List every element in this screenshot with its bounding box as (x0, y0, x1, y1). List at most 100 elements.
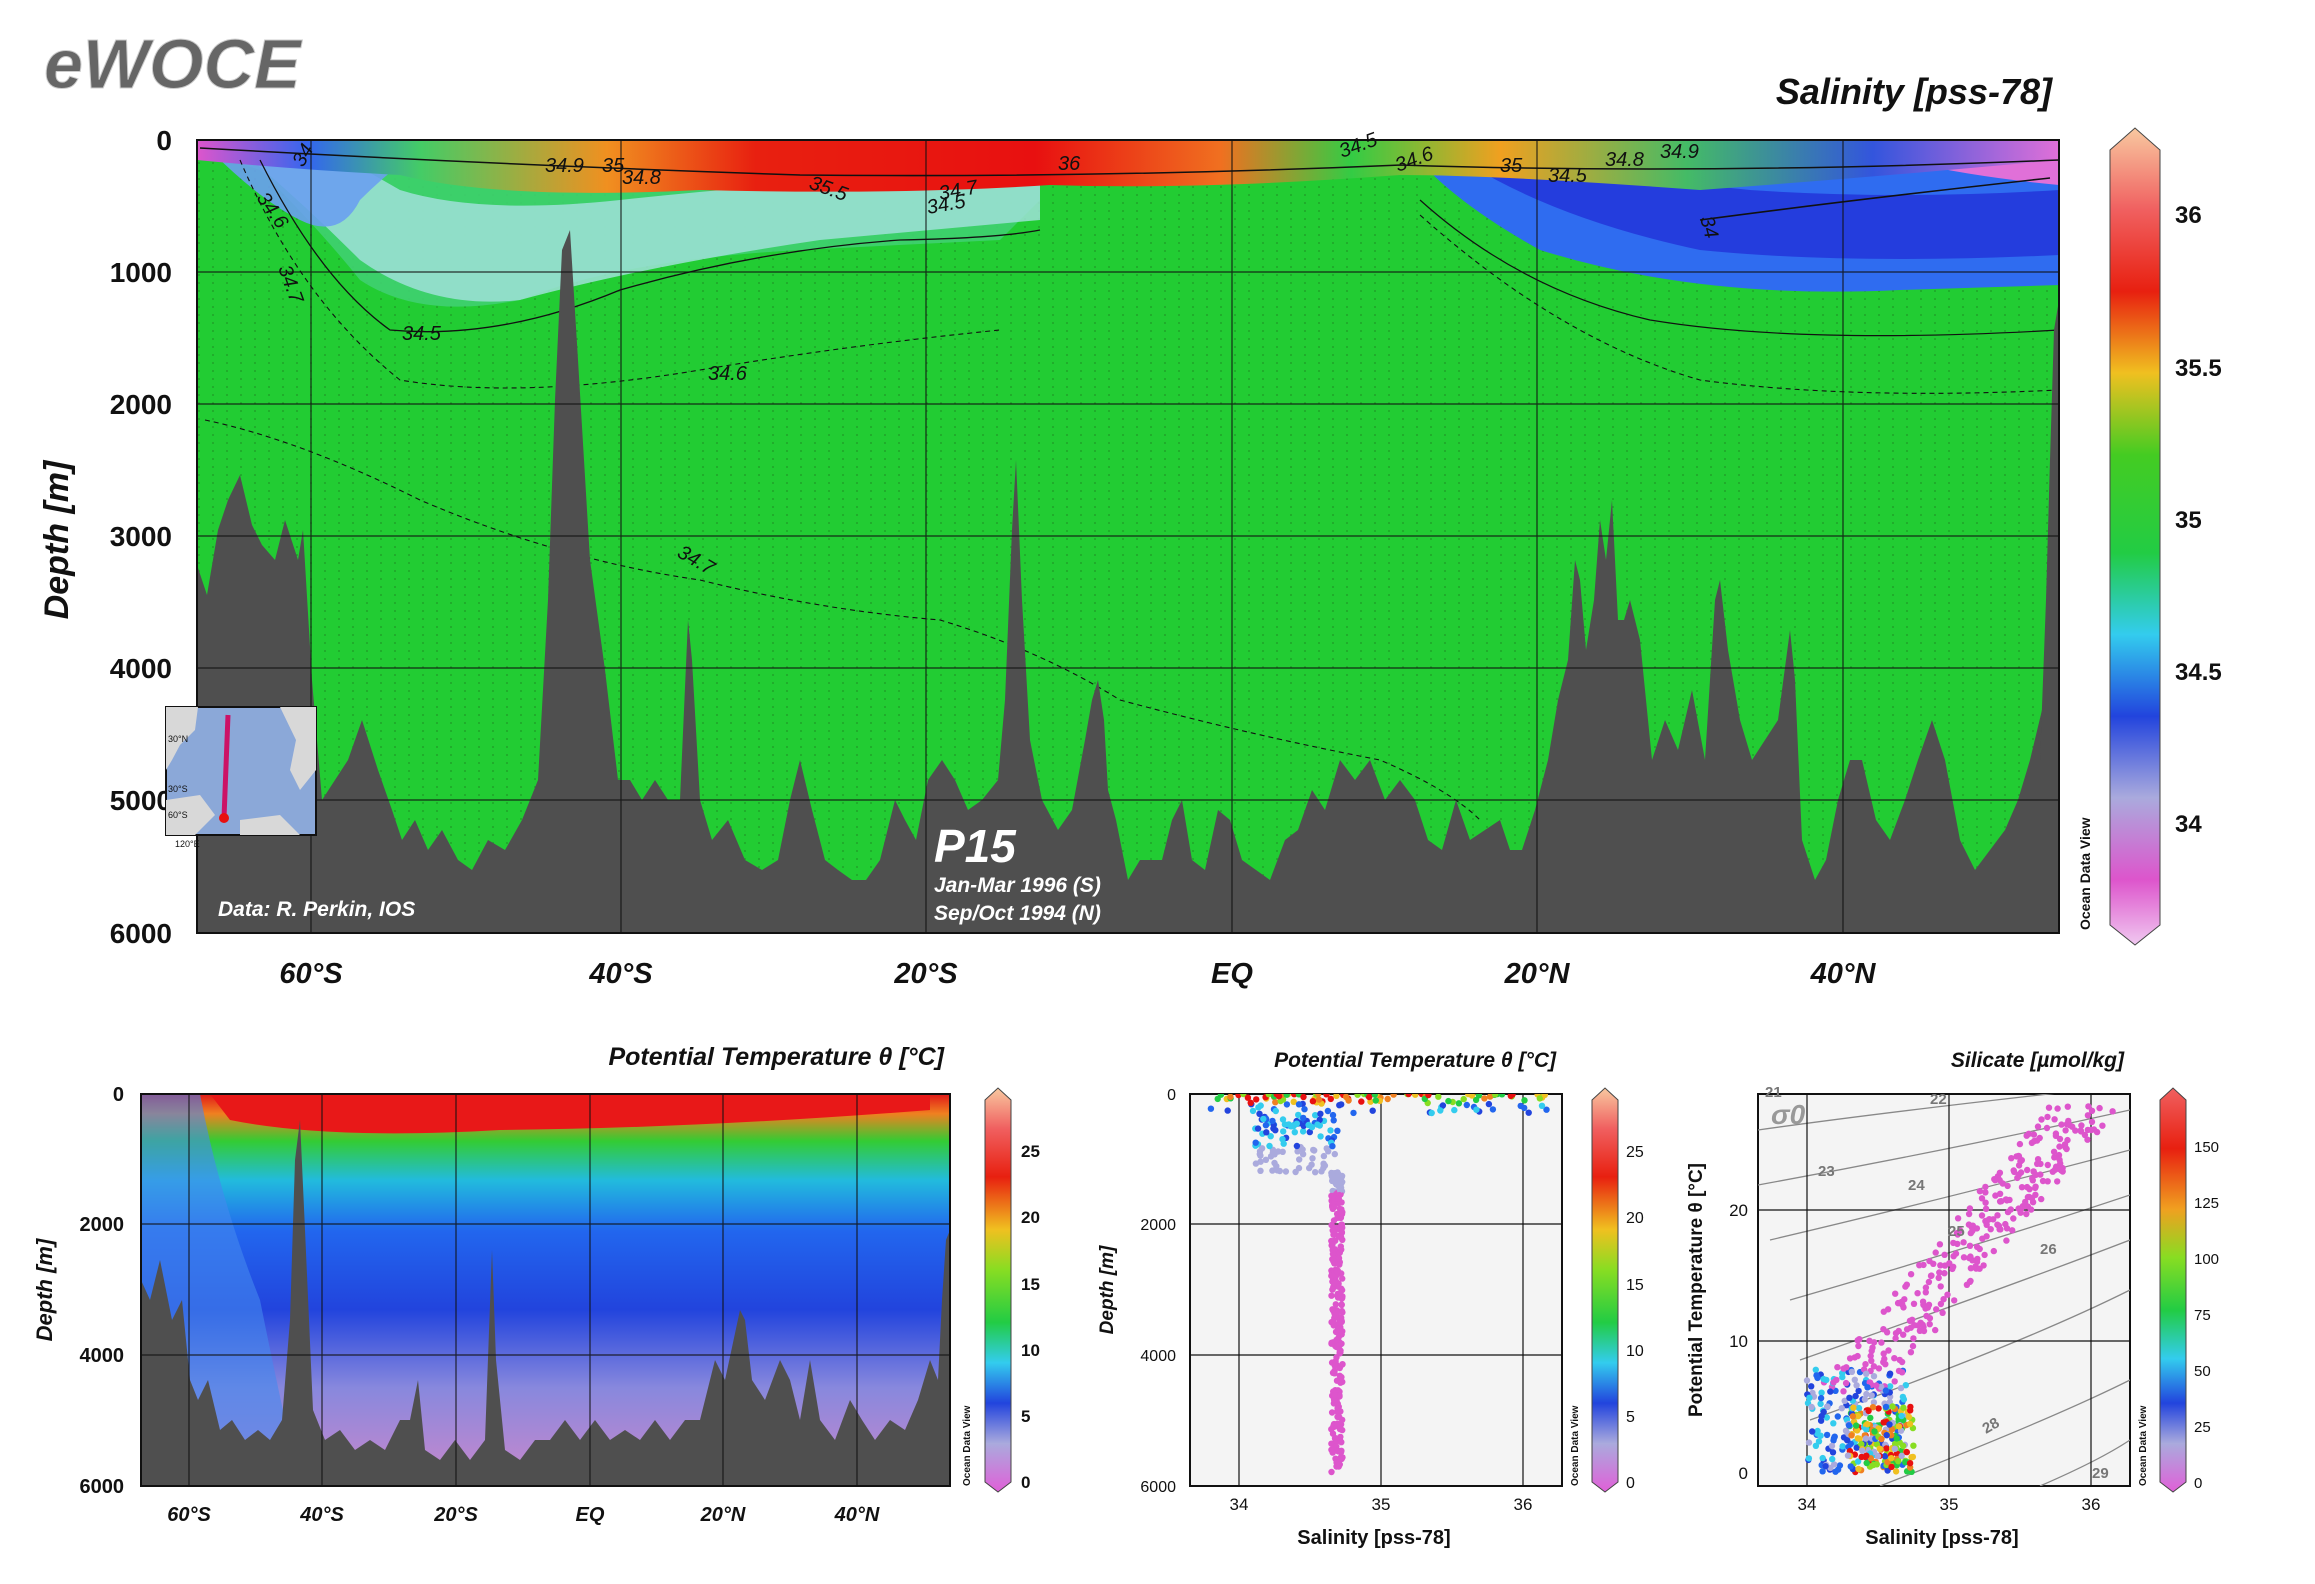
ts-point (2051, 1166, 2059, 1174)
ts-point (2023, 1210, 2030, 1218)
profile-point (1369, 1107, 1376, 1114)
ts-point (2038, 1116, 2045, 1123)
colorbar-tick: 50 (2194, 1363, 2211, 1380)
profile-point (1491, 1094, 1499, 1098)
ts-x-ticks: 34 35 36 (1798, 1495, 2101, 1514)
colorbar-tick: 35.5 (2175, 355, 2222, 382)
ts-point (1853, 1382, 1860, 1389)
ts-point (1941, 1262, 1949, 1269)
colorbar-tick: 34 (2175, 811, 2202, 838)
ts-point (2054, 1105, 2061, 1112)
profile-point (1329, 1318, 1337, 1325)
profile-point (1371, 1094, 1378, 1098)
ts-point (1967, 1277, 1974, 1285)
profile-point (1279, 1136, 1286, 1143)
profile-point (1338, 1373, 1345, 1381)
ts-point (2051, 1154, 2058, 1161)
profile-point (1460, 1095, 1467, 1103)
profile-point (1372, 1097, 1380, 1104)
ts-point (1847, 1463, 1854, 1470)
colorbar-tick: 15 (1626, 1277, 1644, 1294)
inset-label: 120°E (175, 839, 200, 849)
ts-point (1869, 1344, 1876, 1351)
profile-point (1283, 1101, 1291, 1108)
profile-point (1538, 1102, 1546, 1110)
profile-point (1315, 1094, 1322, 1098)
inset-label: 30°S (168, 784, 188, 794)
ts-point (1820, 1375, 1827, 1383)
colorbar-tick: 5 (1021, 1407, 1030, 1426)
contour-label: 34.8 (1605, 149, 1644, 171)
profile-point (1335, 1195, 1343, 1203)
profile-point (1300, 1094, 1307, 1101)
ts-point (1996, 1198, 2004, 1205)
ts-point (1891, 1440, 1899, 1448)
ts-point (1900, 1404, 1907, 1411)
x-tick: 36 (1514, 1495, 1533, 1514)
ts-point (1859, 1447, 1866, 1454)
profile-point (1300, 1122, 1307, 1130)
profile-point (1338, 1295, 1346, 1302)
isopycnal-label: 29 (2092, 1465, 2109, 1482)
colorbar-tick: 25 (2194, 1419, 2211, 1436)
ts-point (1919, 1298, 1927, 1305)
ts-point (1864, 1421, 1871, 1428)
ts-point (1936, 1241, 1944, 1248)
ts-point (1922, 1289, 1930, 1296)
ts-point (1871, 1428, 1878, 1435)
isopycnal-label: 23 (1818, 1163, 1835, 1180)
ts-point (1882, 1361, 1889, 1368)
ts-point (1965, 1210, 1973, 1218)
profile-point (1339, 1361, 1346, 1368)
isopycnal-label: 22 (1930, 1091, 1947, 1108)
profile-point (1334, 1326, 1342, 1333)
ts-point (2032, 1184, 2039, 1192)
ts-ylabel: Potential Temperature θ [°C] (1686, 1163, 1707, 1417)
profile-point (1541, 1094, 1548, 1099)
profile-point (1342, 1094, 1350, 1101)
ts-point (1907, 1407, 1914, 1414)
profile-point (1498, 1094, 1506, 1098)
ts-point (1854, 1435, 1862, 1442)
profile-point (1244, 1094, 1252, 1101)
y-tick: 1000 (110, 257, 172, 288)
ts-point (1892, 1335, 1899, 1342)
ts-point (1868, 1357, 1875, 1365)
ts-point (1984, 1217, 1991, 1224)
ts-point (1902, 1283, 1909, 1290)
ts-point (1937, 1300, 1945, 1308)
profile-point (1312, 1169, 1319, 1176)
ts-point (2077, 1127, 2084, 1134)
ts-point (1994, 1212, 2001, 1219)
contour-label: 34.5 (1548, 165, 1588, 187)
profile-point (1331, 1170, 1339, 1177)
ts-point (1900, 1304, 1907, 1311)
inset-label: 60°S (168, 810, 188, 820)
ts-point (1866, 1337, 1873, 1345)
isopycnal-label: 21 (1765, 1084, 1782, 1101)
ts-point (2081, 1131, 2089, 1139)
profile-point (1296, 1156, 1303, 1163)
profile-point (1331, 1435, 1339, 1442)
ts-point (1996, 1169, 2004, 1177)
profile-title: Potential Temperature θ [°C] (1274, 1049, 1557, 1072)
ts-point (2072, 1127, 2079, 1134)
contour-34-6-north (1419, 214, 2059, 394)
ts-point (2018, 1184, 2026, 1191)
profile-point (1328, 1292, 1335, 1299)
ts-point (1824, 1403, 1831, 1410)
ts-point (1818, 1412, 1825, 1420)
ts-point (1863, 1452, 1870, 1459)
profile-point (1320, 1164, 1327, 1172)
profile-point (1224, 1107, 1231, 1114)
ts-colorbar-ticks: 150 125 100 75 50 25 0 (2194, 1139, 2219, 1492)
ts-point (1861, 1396, 1869, 1403)
profile-point (1272, 1127, 1279, 1134)
profile-point (1276, 1167, 1284, 1175)
profile-point (1327, 1095, 1335, 1103)
profile-point (1290, 1098, 1297, 1106)
profile-point (1329, 1285, 1337, 1293)
isopycnal-line (1879, 1379, 2130, 1486)
isopycnal-line (1758, 1109, 2130, 1186)
profile-point (1473, 1106, 1480, 1113)
